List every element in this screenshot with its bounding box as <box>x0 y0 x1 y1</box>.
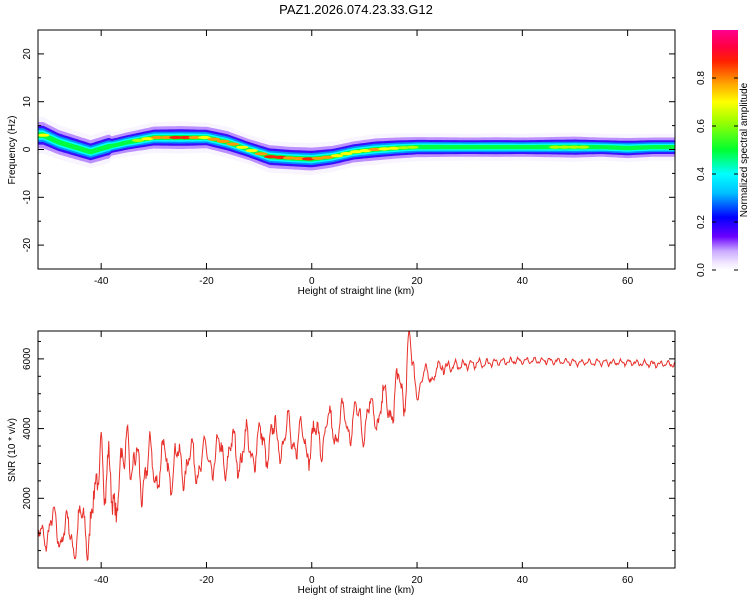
colorbar-tick-label: 0.4 <box>696 167 707 181</box>
spectrogram-hot-spot <box>349 150 363 154</box>
snr-x-tick-label: -20 <box>199 575 214 586</box>
spectrogram-x-tick-label: -20 <box>199 276 214 287</box>
colorbar-tick-label: 0.6 <box>696 119 707 133</box>
spectrogram-hot-spot <box>216 139 230 143</box>
spectrogram-hot-spot <box>169 135 183 140</box>
snr-y-axis: 2000 4000 6000 <box>22 340 675 552</box>
spectrogram-panel: -40 -20 0 20 40 60 -20 -10 0 10 20 Height of stra… <box>7 29 676 297</box>
snr-x-axis-label: Height of straight line (km) <box>298 585 415 596</box>
spectrogram-hot-spot <box>340 152 353 156</box>
spectrogram-hot-spot <box>38 133 50 137</box>
colorbar-gradient <box>712 30 738 270</box>
spectrogram-y-tick-label: 20 <box>22 48 33 60</box>
snr-x-tick-label: 0 <box>309 575 315 586</box>
snr-x-tick-label: 20 <box>411 575 423 586</box>
spectrogram-hot-spot <box>159 135 174 140</box>
spectrogram-hot-spot <box>577 145 590 149</box>
colorbar-tick-label: 0.8 <box>696 71 707 85</box>
spectrogram-hot-spot <box>321 155 334 159</box>
spectrogram-hot-spot <box>330 154 344 158</box>
spectrogram-hot-spot <box>178 135 193 140</box>
colorbar-tick-label: 0.2 <box>696 215 707 229</box>
spectrogram-hot-spot <box>359 149 372 153</box>
snr-y-tick-label: 4000 <box>22 417 33 440</box>
snr-y-axis-label: SNR (10 * v/v) <box>7 418 18 482</box>
spectrogram-x-tick-label: 40 <box>517 276 529 287</box>
spectrogram-y-axis: -20 -10 0 10 20 <box>22 29 675 270</box>
spectrogram-hot-spot <box>131 138 145 142</box>
spectrogram-hot-spot <box>188 135 202 140</box>
spectrogram-x-axis: -40 -20 0 20 40 60 <box>94 30 634 287</box>
spectrogram-green-band <box>38 132 675 162</box>
colorbar-label: Normalized spectral amplitude <box>739 82 750 217</box>
snr-x-tick-label: -40 <box>94 575 109 586</box>
spectrogram-hot-spot <box>150 135 164 140</box>
snr-series-line <box>38 331 675 562</box>
spectrogram-hot-spot <box>558 145 571 149</box>
spectrogram-hot-spot <box>141 137 154 141</box>
spectrogram-x-tick-label: -40 <box>94 276 109 287</box>
spectrogram-hot-spot <box>368 147 382 152</box>
snr-x-tick-label: 60 <box>622 575 634 586</box>
spectrogram-x-axis-label: Height of straight line (km) <box>298 286 415 297</box>
spectrogram-y-tick-label: 0 <box>22 146 33 152</box>
spectrogram-x-tick-label: 0 <box>309 276 315 287</box>
spectrogram-hot-spot <box>549 145 561 149</box>
snr-panel: -40 -20 0 20 40 60 2000 4000 6000 Height of str… <box>7 330 676 596</box>
snr-y-tick-label: 6000 <box>22 347 33 370</box>
spectrogram-hot-spot <box>236 145 249 149</box>
snr-x-axis: -40 -20 0 20 40 60 <box>94 331 634 586</box>
spectrogram-hot-spot <box>397 146 410 150</box>
spectrogram-hot-spot <box>245 149 258 153</box>
spectrogram-hot-spot <box>567 145 580 149</box>
spectrogram-plot-area <box>38 116 675 176</box>
chart-title: PAZ1.2026.074.23.33.G12 <box>279 2 433 17</box>
snr-x-tick-label: 40 <box>517 575 529 586</box>
spectrogram-y-tick-label: -20 <box>22 237 33 252</box>
spectrogram-y-tick-label: -10 <box>22 190 33 205</box>
colorbar-ticks: 0.0 0.2 0.4 0.6 0.8 <box>696 71 738 277</box>
snr-y-tick-label: 2000 <box>22 487 33 510</box>
colorbar-tick-label: 0.0 <box>696 263 707 277</box>
spectrogram-hot-spot <box>254 152 268 156</box>
spectrogram-y-axis-label: Frequency (Hz) <box>7 116 18 185</box>
colorbar: 0.0 0.2 0.4 0.6 0.8 Normalized spectral ampl… <box>696 30 750 277</box>
spectrogram-hot-spot <box>226 142 240 146</box>
spectrogram-hot-spot <box>387 146 401 150</box>
spectrogram-hot-spot <box>198 135 211 140</box>
spectrogram-hot-spot <box>378 147 391 151</box>
spectrogram-hot-spot <box>207 137 221 141</box>
spectrogram-x-tick-label: 20 <box>411 276 423 287</box>
spectrogram-x-tick-label: 60 <box>622 276 634 287</box>
snr-frame <box>37 330 676 569</box>
spectrogram-hot-spot <box>406 145 419 149</box>
spectrogram-y-tick-label: 10 <box>22 96 33 108</box>
